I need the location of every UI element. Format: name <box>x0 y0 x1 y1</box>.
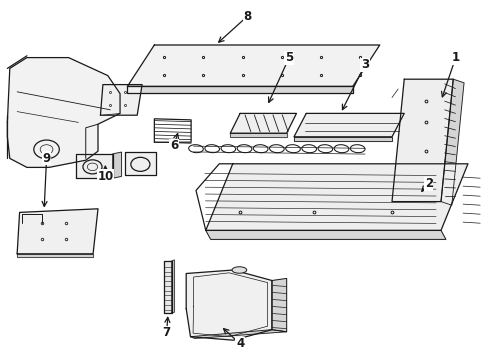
Polygon shape <box>17 254 93 257</box>
Polygon shape <box>7 58 120 167</box>
Polygon shape <box>272 278 287 332</box>
Text: 2: 2 <box>425 177 433 190</box>
Polygon shape <box>441 79 464 205</box>
Text: 8: 8 <box>244 10 251 23</box>
Polygon shape <box>76 154 113 178</box>
Polygon shape <box>206 230 446 239</box>
Text: 9: 9 <box>43 152 50 165</box>
Text: 6: 6 <box>170 139 178 152</box>
Polygon shape <box>164 261 171 313</box>
Ellipse shape <box>232 267 246 273</box>
Polygon shape <box>206 164 468 230</box>
Polygon shape <box>100 85 142 115</box>
Polygon shape <box>191 330 287 338</box>
Text: 4: 4 <box>236 337 244 350</box>
Text: 10: 10 <box>97 170 114 183</box>
Text: 5: 5 <box>285 51 293 64</box>
Polygon shape <box>294 113 404 137</box>
Polygon shape <box>186 270 272 340</box>
Polygon shape <box>294 137 392 141</box>
Polygon shape <box>17 209 98 254</box>
Polygon shape <box>125 153 156 175</box>
Polygon shape <box>113 152 122 178</box>
Text: 3: 3 <box>361 58 369 71</box>
Polygon shape <box>127 45 380 86</box>
Polygon shape <box>230 133 287 137</box>
Text: 1: 1 <box>452 51 460 64</box>
Polygon shape <box>127 86 353 93</box>
Polygon shape <box>172 260 174 313</box>
Text: 7: 7 <box>163 327 171 339</box>
Polygon shape <box>392 79 453 202</box>
Polygon shape <box>230 113 296 133</box>
